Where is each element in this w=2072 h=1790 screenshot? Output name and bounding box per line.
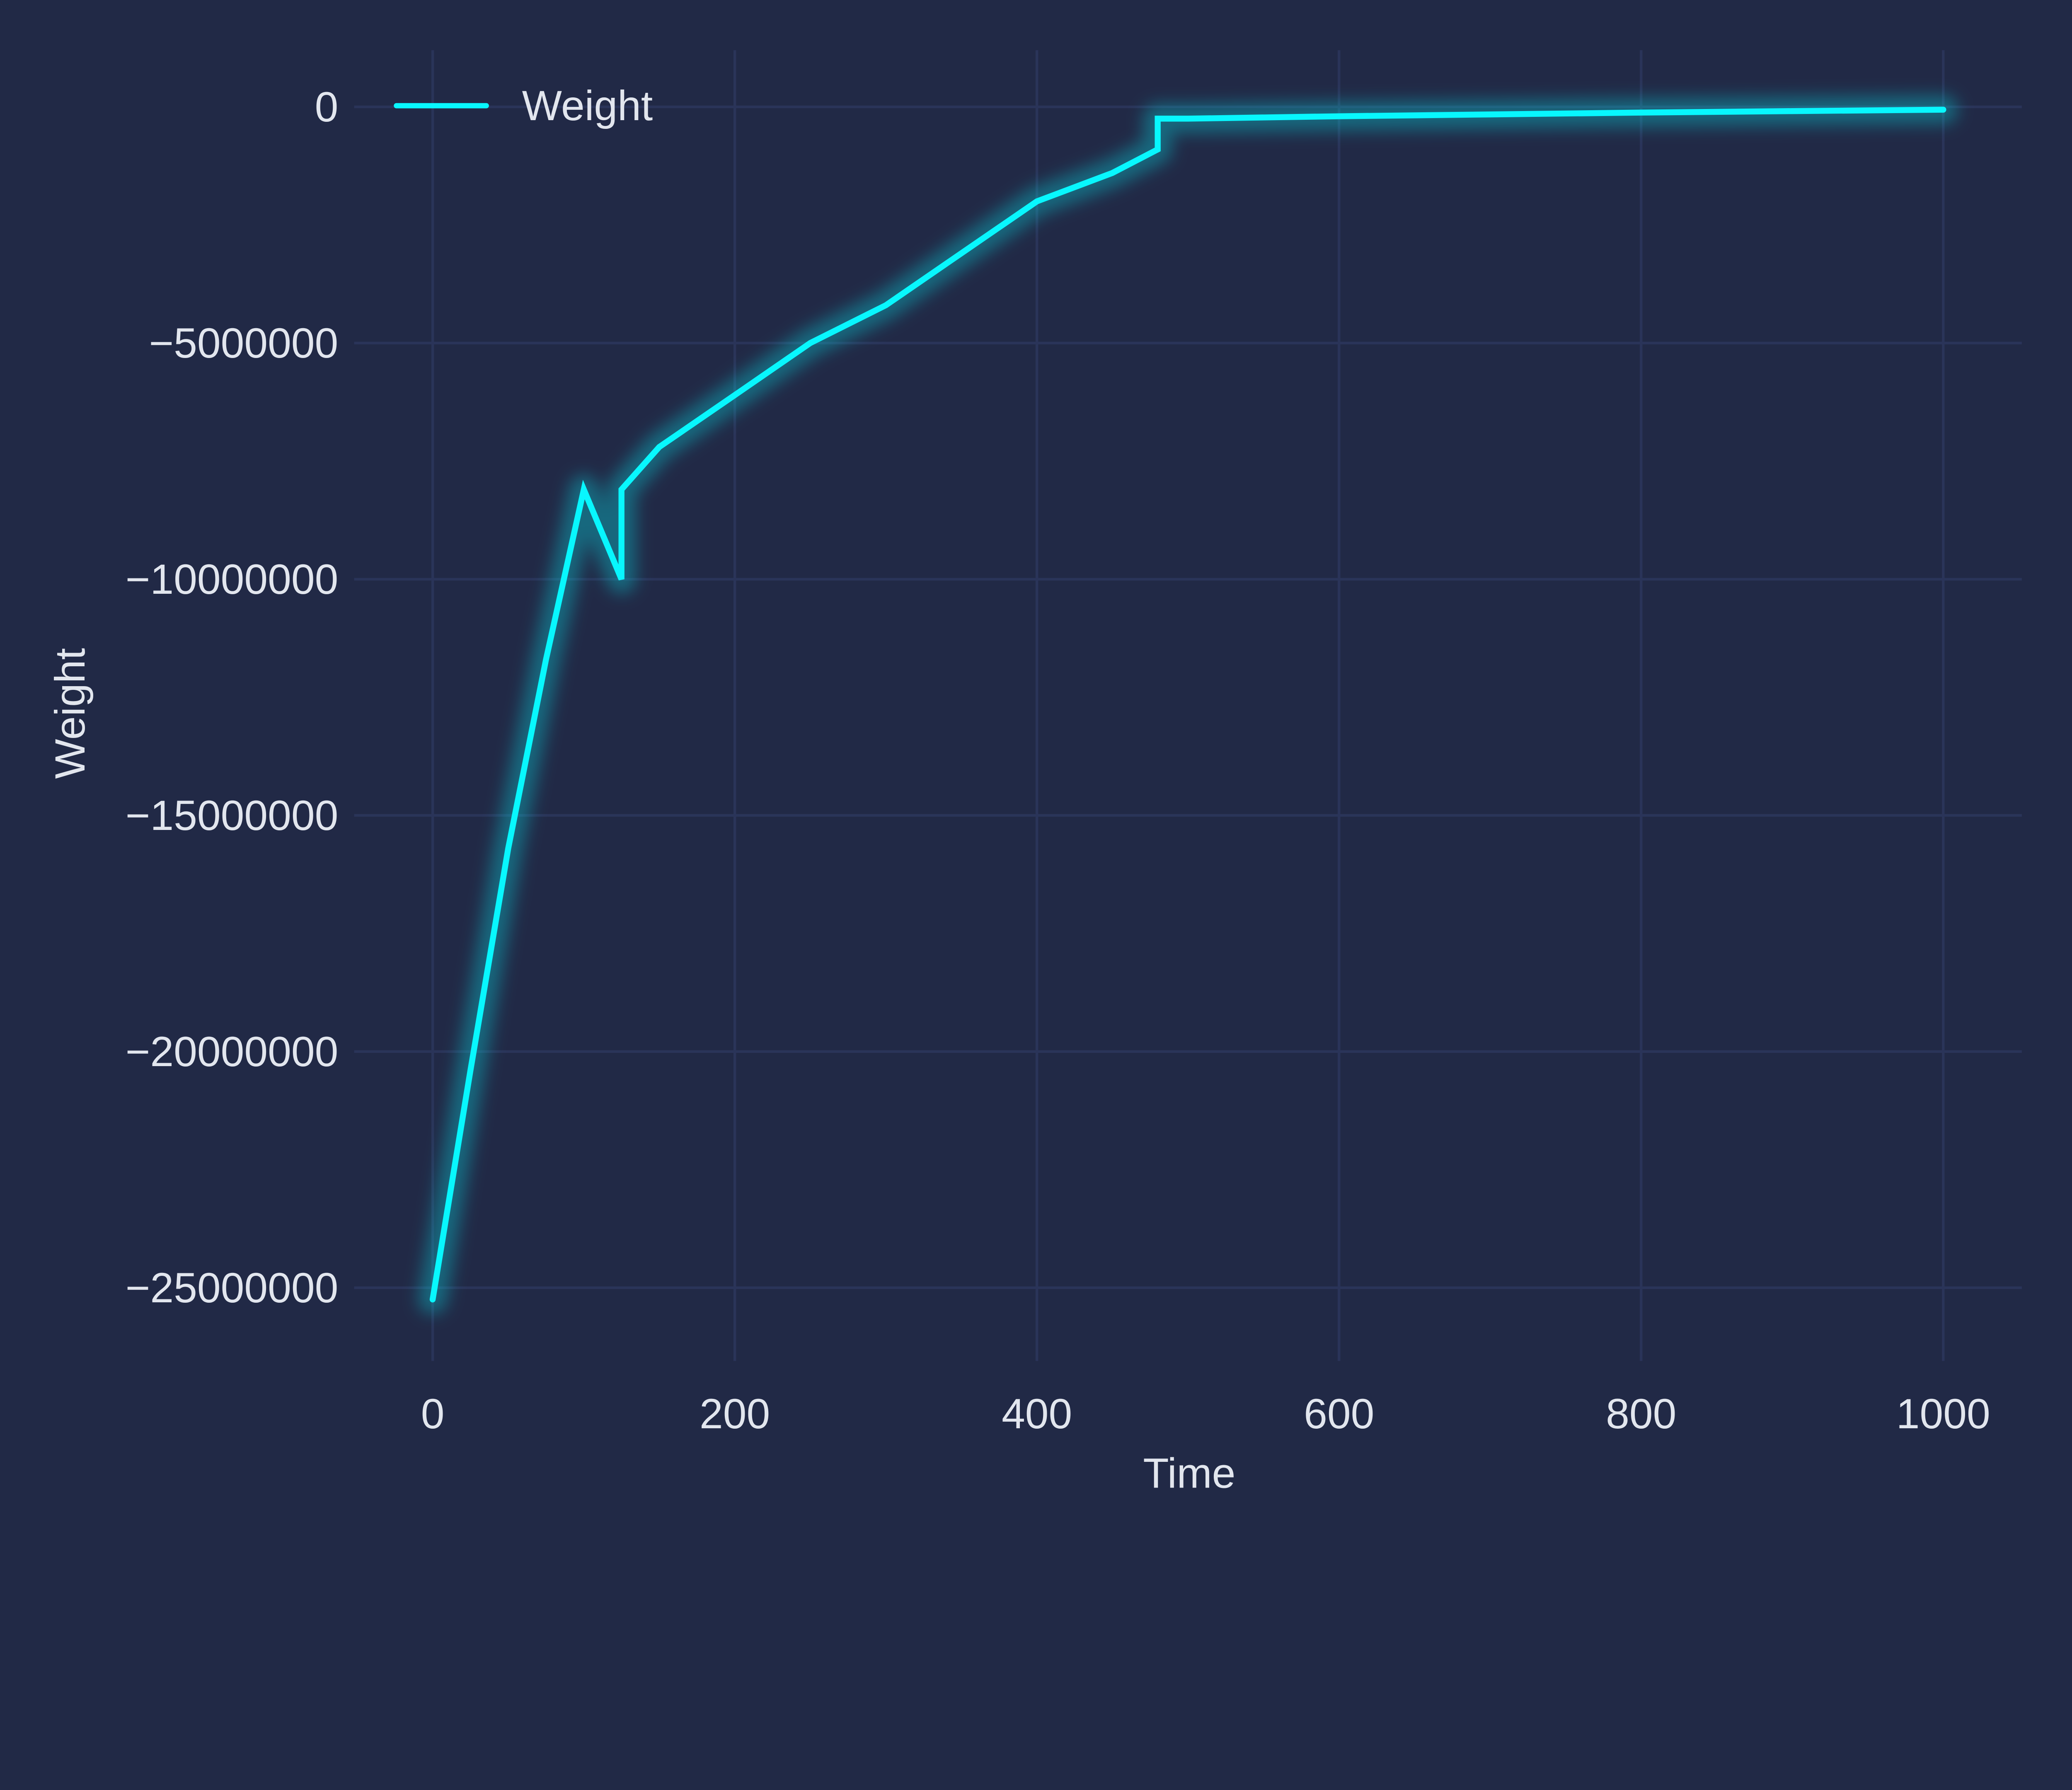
y-tick-label: 0	[315, 83, 339, 131]
data-point[interactable]	[583, 489, 584, 490]
series-line-weight[interactable]	[429, 106, 1946, 1303]
x-axis-label: Time	[1143, 1450, 1235, 1497]
x-tick-label: 800	[1606, 1390, 1676, 1437]
x-tick-label: 600	[1304, 1390, 1374, 1437]
data-point[interactable]	[621, 489, 622, 490]
chart-root: 0 200 400 600 800 1000 0 −5000000 −10000000 −150…	[46, 50, 2022, 1497]
x-tick-label: 200	[700, 1390, 770, 1437]
data-point[interactable]	[1157, 149, 1158, 150]
series-layer	[418, 95, 1958, 1314]
data-point[interactable]	[470, 1070, 471, 1071]
y-tick-label: −5000000	[149, 319, 339, 367]
legend[interactable]: Weight	[394, 82, 653, 129]
legend-label: Weight	[522, 82, 653, 129]
y-tick-label: −20000000	[126, 1028, 339, 1075]
data-point[interactable]	[1943, 109, 1944, 110]
data-point[interactable]	[961, 253, 962, 254]
x-tick-label: 0	[421, 1390, 445, 1437]
y-axis-label: Weight	[46, 648, 94, 779]
y-axis-ticks: 0 −5000000 −10000000 −15000000 −20000000 −250…	[126, 83, 339, 1311]
line-chart: 0 200 400 600 800 1000 0 −5000000 −10000000 −150…	[46, 50, 2022, 1497]
x-tick-label: 400	[1002, 1390, 1072, 1437]
x-tick-label: 1000	[1896, 1390, 1990, 1437]
y-tick-label: −25000000	[126, 1264, 339, 1311]
y-tick-label: −15000000	[126, 792, 339, 839]
x-axis-ticks: 0 200 400 600 800 1000	[421, 1390, 1990, 1437]
data-point[interactable]	[621, 579, 622, 580]
y-tick-label: −10000000	[126, 556, 339, 603]
